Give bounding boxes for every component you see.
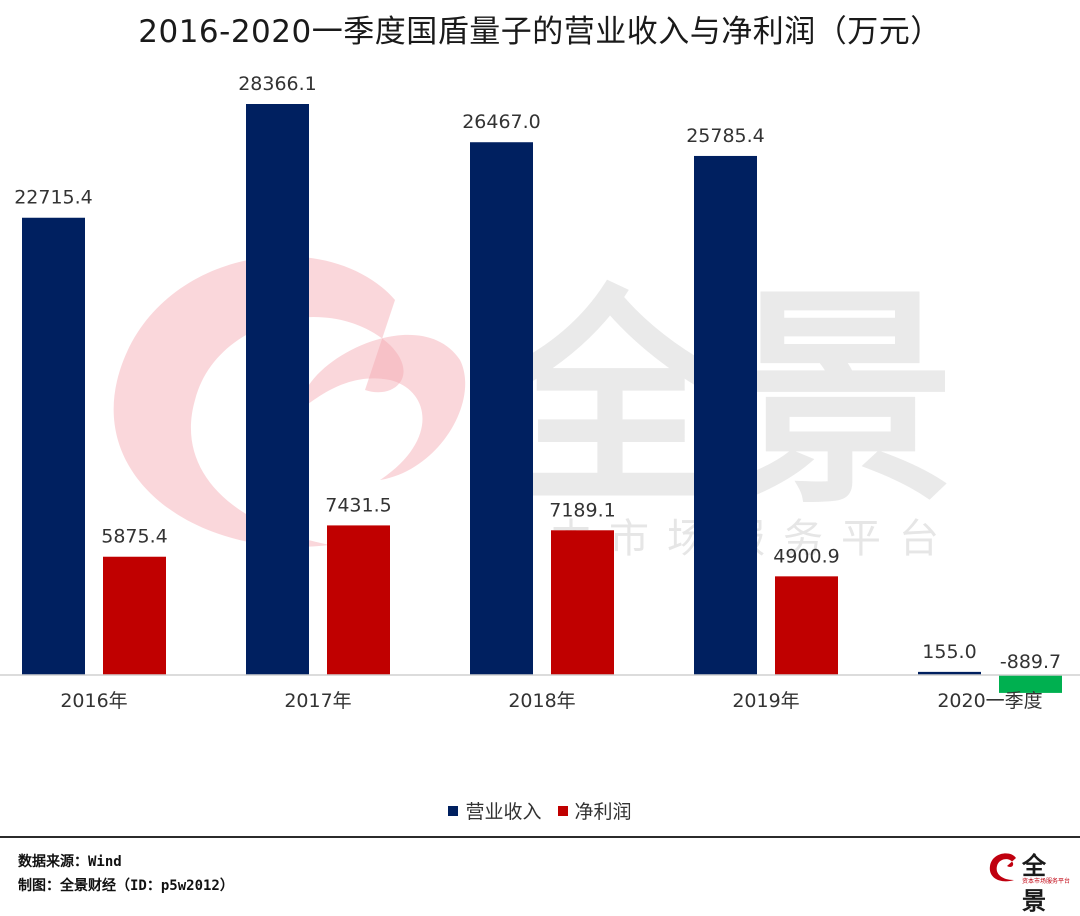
brand-logo: 全景 资本市场服务平台 bbox=[986, 846, 1070, 915]
x-tick-label-1: 2017年 bbox=[284, 690, 351, 712]
legend-item-revenue: 营业收入 bbox=[448, 797, 542, 824]
chart-title: 2016-2020一季度国盾量子的营业收入与净利润（万元） bbox=[138, 14, 942, 50]
legend-label-profit: 净利润 bbox=[574, 801, 632, 823]
watermark-swirl-inner bbox=[300, 334, 466, 480]
legend-item-profit: 净利润 bbox=[557, 797, 632, 824]
legend-swatch-revenue bbox=[448, 805, 459, 816]
legend-label-revenue: 营业收入 bbox=[465, 801, 542, 823]
watermark-logo: 全景 资本市场服务平台 bbox=[113, 256, 955, 562]
bar-revenue-1 bbox=[246, 104, 309, 675]
bar-profit-2 bbox=[551, 530, 614, 675]
bar-profit-0 bbox=[103, 556, 166, 675]
data-label-profit-3: 4900.9 bbox=[773, 545, 839, 567]
data-label-profit-4: -889.7 bbox=[1000, 651, 1061, 673]
bar-profit-4 bbox=[999, 675, 1062, 693]
x-tick-label-3: 2019年 bbox=[732, 690, 799, 712]
bar-profit-1 bbox=[327, 525, 390, 675]
data-label-profit-0: 5875.4 bbox=[101, 526, 167, 548]
bar-revenue-4 bbox=[918, 671, 981, 675]
bar-revenue-3 bbox=[694, 155, 757, 676]
bars-layer: 22715.4 5875.4 28366.1 7431.5 26467.0 7189.1 2… bbox=[14, 73, 1062, 693]
watermark-swirl bbox=[113, 256, 404, 547]
data-label-revenue-4: 155.0 bbox=[922, 641, 976, 663]
data-label-revenue-3: 25785.4 bbox=[686, 125, 765, 147]
bar-revenue-2 bbox=[470, 142, 533, 675]
footer-divider bbox=[0, 836, 1080, 838]
brand-logo-icon bbox=[989, 853, 1016, 882]
chart-area: 全景 资本市场服务平台 22715.4 5875.4 28366.1 7431.5 26… bbox=[0, 73, 1080, 712]
x-tick-label-2: 2018年 bbox=[508, 690, 575, 712]
bar-revenue-0 bbox=[22, 217, 85, 675]
legend-swatch-profit bbox=[557, 805, 568, 816]
legend: 营业收入 净利润 bbox=[0, 797, 1080, 824]
data-label-revenue-2: 26467.0 bbox=[462, 111, 541, 133]
brand-logo-subtext: 资本市场服务平台 bbox=[1022, 878, 1071, 885]
x-axis-ticks: 2016年 2017年 2018年 2019年 2020一季度 bbox=[60, 690, 1042, 712]
data-label-profit-2: 7189.1 bbox=[549, 499, 615, 521]
x-tick-label-4: 2020一季度 bbox=[937, 690, 1042, 712]
data-label-revenue-0: 22715.4 bbox=[14, 187, 93, 209]
chart-credit: 制图：全景财经（ID：p5w2012） bbox=[18, 878, 234, 894]
data-label-profit-1: 7431.5 bbox=[325, 494, 391, 516]
data-source: 数据来源：Wind bbox=[18, 854, 122, 870]
bar-profit-3 bbox=[775, 576, 838, 675]
data-label-revenue-1: 28366.1 bbox=[238, 73, 317, 95]
x-tick-label-0: 2016年 bbox=[60, 690, 127, 712]
